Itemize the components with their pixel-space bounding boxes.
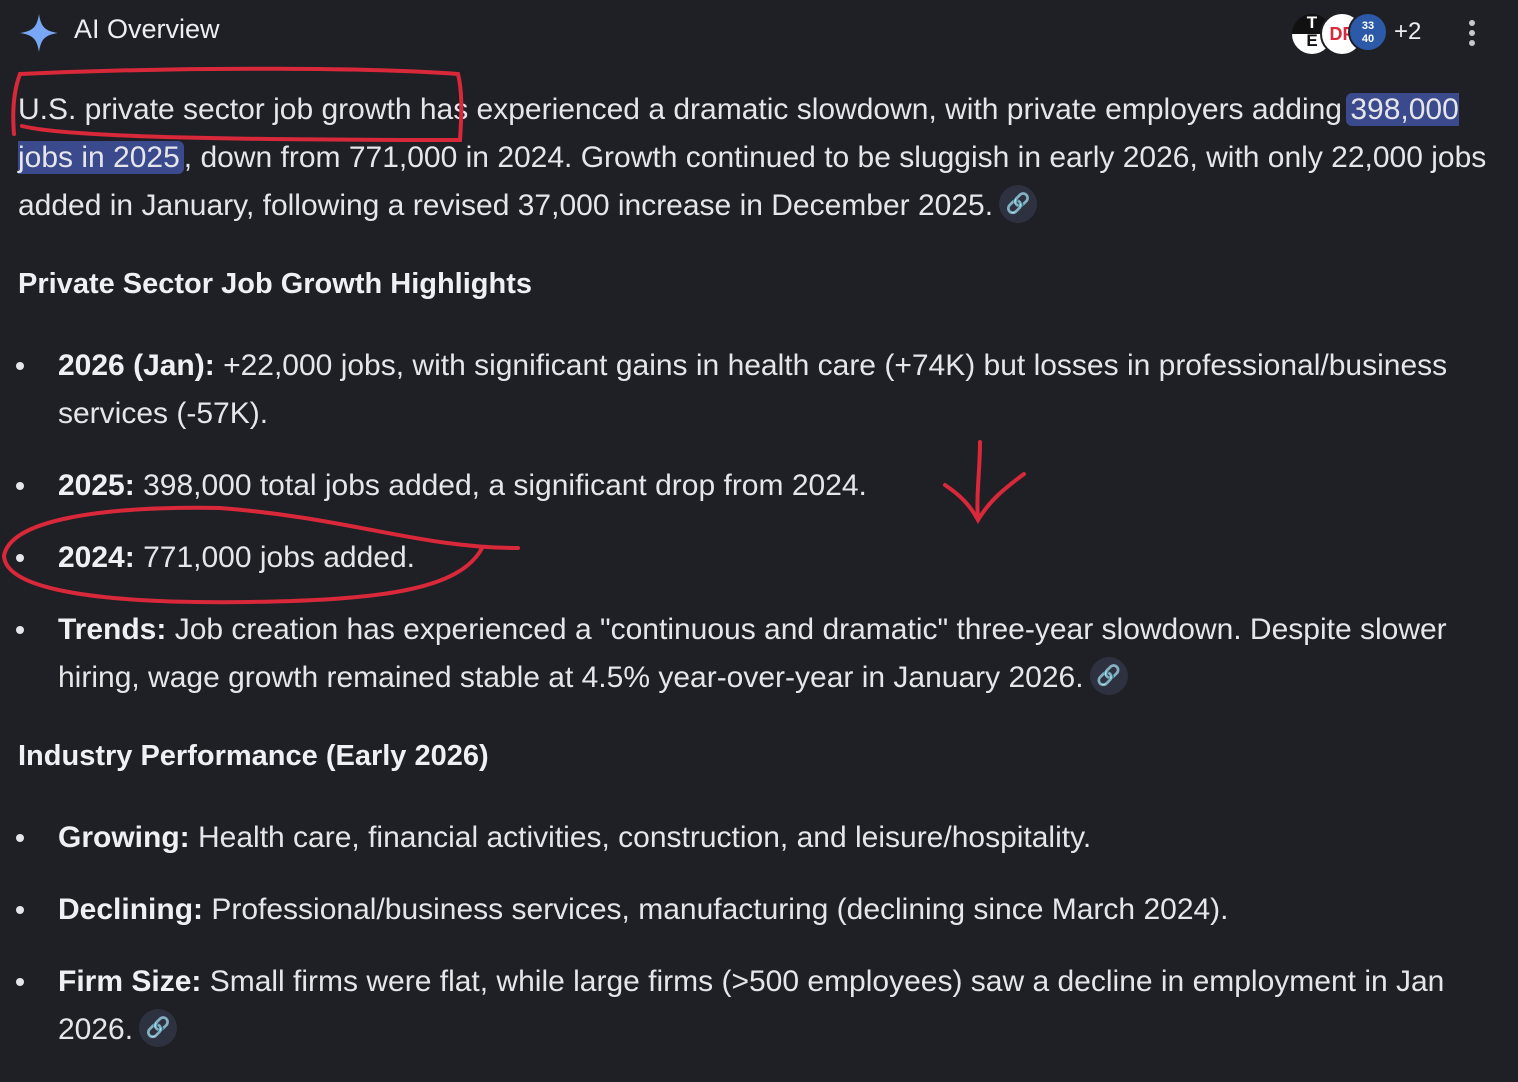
list-item: Firm Size: Small firms were flat, while …	[16, 958, 1498, 1054]
more-sources-count[interactable]: +2	[1394, 18, 1422, 45]
list-item: 2025: 398,000 total jobs added, a signif…	[16, 462, 1498, 510]
link-icon[interactable]: 🔗	[1089, 657, 1128, 696]
more-options-icon[interactable]	[1466, 20, 1478, 50]
source-icon-3340[interactable]: 33 40	[1348, 12, 1388, 52]
ai-overview-title: AI Overview	[74, 14, 220, 44]
list-item: 2024: 771,000 jobs added.	[16, 534, 1498, 582]
intro-paragraph: U.S. private sector job growth has exper…	[18, 93, 1487, 224]
section-heading: Industry Performance (Early 2026)	[18, 740, 489, 772]
list-item: Growing: Health care, financial activiti…	[16, 814, 1498, 862]
sparkle-icon	[20, 14, 58, 52]
link-icon[interactable]: 🔗	[999, 185, 1038, 224]
section-heading: Private Sector Job Growth Highlights	[18, 268, 533, 300]
list-item: 2026 (Jan): +22,000 jobs, with significa…	[16, 342, 1498, 438]
list-item: Declining: Professional/business service…	[16, 886, 1498, 934]
link-icon[interactable]: 🔗	[139, 1009, 178, 1048]
list-item: Trends: Job creation has experienced a "…	[16, 606, 1498, 702]
